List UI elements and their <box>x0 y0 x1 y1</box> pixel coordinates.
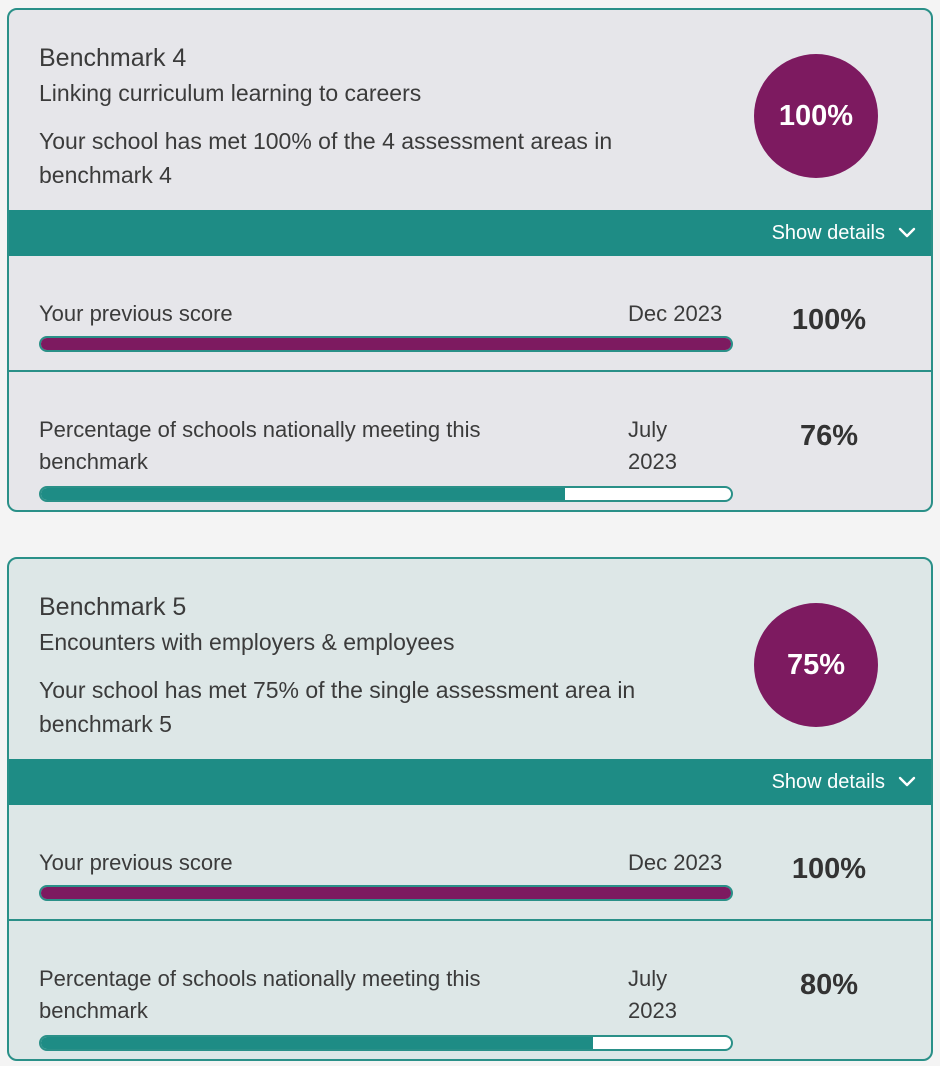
previous-score-value: 100% <box>791 304 867 336</box>
national-score-row: Percentage of schools nationally meeting… <box>9 372 931 510</box>
benchmark-description: Your school has met 100% of the 4 assess… <box>39 128 613 188</box>
score-circle: 75% <box>754 603 878 727</box>
previous-score-value: 100% <box>791 853 867 885</box>
previous-score-bar <box>39 336 733 352</box>
benchmark-header: Benchmark 4 Linking curriculum learning … <box>9 10 931 210</box>
previous-score-label: Your previous score <box>39 850 233 875</box>
national-score-label: Percentage of schools nationally meeting… <box>39 966 481 1023</box>
national-score-row: Percentage of schools nationally meeting… <box>9 921 931 1059</box>
benchmark-title: Benchmark 4 <box>39 44 187 72</box>
chevron-down-icon <box>898 227 916 238</box>
chevron-down-icon <box>898 776 916 787</box>
show-details-button[interactable]: Show details <box>772 210 917 256</box>
national-score-bar <box>39 486 733 502</box>
previous-score-bar <box>39 885 733 901</box>
benchmark-card-5: Benchmark 5 Encounters with employers & … <box>7 557 933 1061</box>
show-details-button[interactable]: Show details <box>772 759 917 805</box>
score-circle: 100% <box>754 54 878 178</box>
previous-score-date: Dec 2023 <box>628 850 723 875</box>
national-score-value: 80% <box>799 969 859 1001</box>
national-score-fill <box>41 488 566 500</box>
benchmark-title: Benchmark 5 <box>39 593 187 621</box>
national-score-label: Percentage of schools nationally meeting… <box>39 417 481 474</box>
previous-score-fill <box>41 338 731 350</box>
national-score-date: July 2023 <box>628 966 677 1023</box>
previous-score-fill <box>41 887 731 899</box>
previous-score-date: Dec 2023 <box>628 301 723 326</box>
benchmark-subtitle: Linking curriculum learning to careers <box>39 80 422 106</box>
show-details-label: Show details <box>771 770 885 793</box>
previous-score-row: Your previous score Dec 2023 100% <box>9 805 931 921</box>
national-score-bar <box>39 1035 733 1051</box>
benchmark-header: Benchmark 5 Encounters with employers & … <box>9 559 931 759</box>
national-score-value: 76% <box>799 420 859 452</box>
benchmark-card-4: Benchmark 4 Linking curriculum learning … <box>7 8 933 512</box>
national-score-date: July 2023 <box>628 417 677 474</box>
details-bar: Show details <box>9 759 931 805</box>
details-bar: Show details <box>9 210 931 256</box>
previous-score-label: Your previous score <box>39 301 233 326</box>
benchmark-subtitle: Encounters with employers & employees <box>39 629 455 655</box>
national-score-fill <box>41 1037 593 1049</box>
show-details-label: Show details <box>771 221 885 244</box>
previous-score-row: Your previous score Dec 2023 100% <box>9 256 931 372</box>
benchmark-description: Your school has met 75% of the single as… <box>39 677 636 737</box>
